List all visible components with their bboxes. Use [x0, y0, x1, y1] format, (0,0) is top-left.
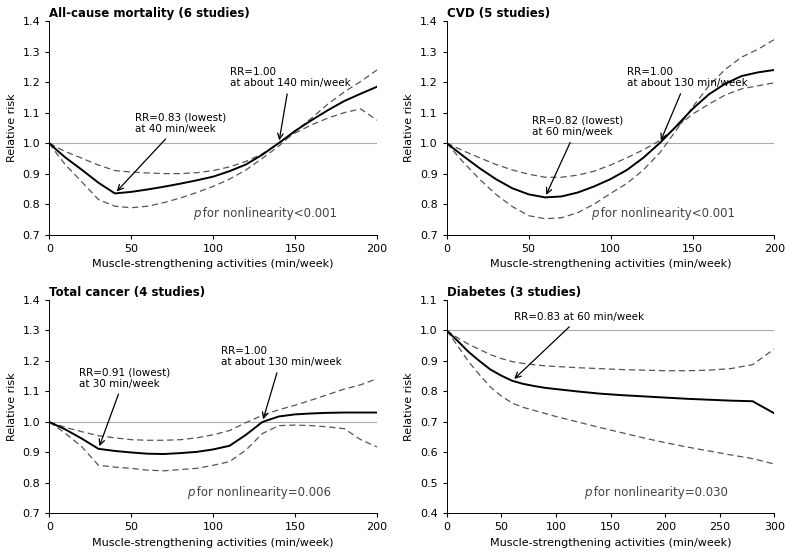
Text: for nonlinearity=0.030: for nonlinearity=0.030 [590, 486, 728, 498]
Text: for nonlinearity<0.001: for nonlinearity<0.001 [200, 206, 337, 220]
Y-axis label: Relative risk: Relative risk [405, 94, 414, 162]
Text: RR=1.00
at about 130 min/week: RR=1.00 at about 130 min/week [222, 346, 342, 418]
X-axis label: Muscle-strengthening activities (min/week): Muscle-strengthening activities (min/wee… [93, 538, 334, 548]
X-axis label: Muscle-strengthening activities (min/week): Muscle-strengthening activities (min/wee… [93, 259, 334, 269]
Y-axis label: Relative risk: Relative risk [7, 94, 17, 162]
Text: CVD (5 studies): CVD (5 studies) [447, 7, 550, 20]
Text: RR=0.83 at 60 min/week: RR=0.83 at 60 min/week [515, 312, 645, 378]
Text: RR=1.00
at about 130 min/week: RR=1.00 at about 130 min/week [627, 67, 748, 139]
Text: for nonlinearity<0.001: for nonlinearity<0.001 [597, 206, 735, 220]
Text: p: p [584, 486, 592, 498]
Text: All-cause mortality (6 studies): All-cause mortality (6 studies) [49, 7, 250, 20]
Text: Total cancer (4 studies): Total cancer (4 studies) [49, 286, 205, 299]
Y-axis label: Relative risk: Relative risk [7, 372, 17, 441]
Text: p: p [591, 206, 599, 220]
Text: p: p [193, 206, 201, 220]
Text: RR=0.91 (lowest)
at 30 min/week: RR=0.91 (lowest) at 30 min/week [78, 367, 170, 445]
Y-axis label: Relative risk: Relative risk [405, 372, 414, 441]
Text: RR=1.00
at about 140 min/week: RR=1.00 at about 140 min/week [230, 67, 350, 139]
Text: RR=0.82 (lowest)
at 60 min/week: RR=0.82 (lowest) at 60 min/week [532, 115, 623, 194]
X-axis label: Muscle-strengthening activities (min/week): Muscle-strengthening activities (min/wee… [489, 259, 731, 269]
Text: for nonlinearity=0.006: for nonlinearity=0.006 [193, 486, 331, 498]
Text: RR=0.83 (lowest)
at 40 min/week: RR=0.83 (lowest) at 40 min/week [118, 113, 226, 190]
X-axis label: Muscle-strengthening activities (min/week): Muscle-strengthening activities (min/wee… [489, 538, 731, 548]
Text: p: p [187, 486, 195, 498]
Text: Diabetes (3 studies): Diabetes (3 studies) [447, 286, 581, 299]
